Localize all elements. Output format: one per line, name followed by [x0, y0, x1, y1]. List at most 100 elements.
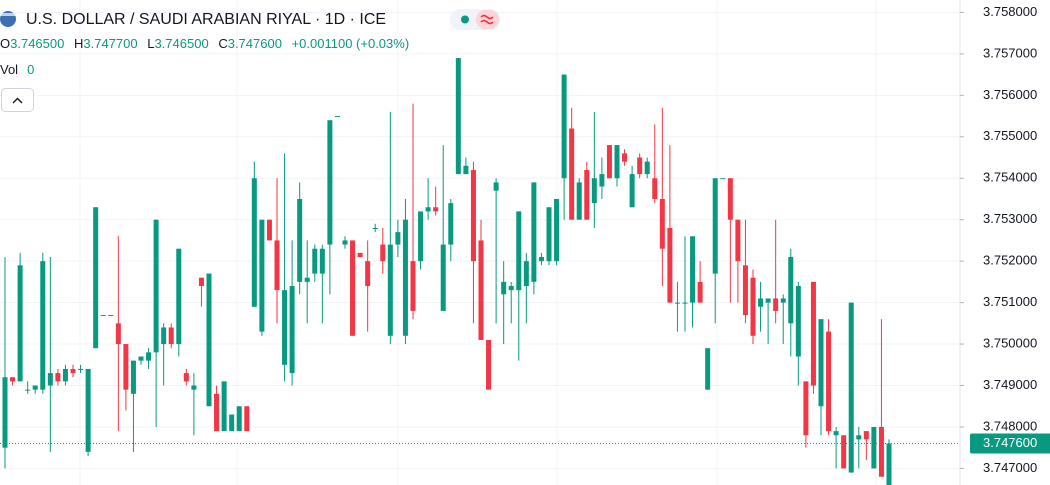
candle-body: [153, 219, 159, 353]
candle-body: [138, 356, 144, 361]
volume-label: Vol: [0, 62, 18, 77]
price-axis: 3.747000 3.748000 3.749000 3.750000 3.751000…: [960, 4, 1050, 475]
candle-body: [93, 207, 99, 349]
candle-body: [425, 207, 431, 212]
candle-body: [380, 244, 386, 262]
candle-body: [32, 385, 38, 390]
candle-body: [40, 261, 46, 390]
candle-body: [841, 435, 847, 469]
candle-body: [878, 426, 884, 477]
candle-body: [146, 352, 152, 361]
candle-body: [168, 327, 174, 345]
candle-body: [25, 389, 31, 391]
delay-badge[interactable]: [476, 10, 499, 29]
y-tick-label: 3.756000: [983, 87, 1037, 102]
candle-body: [554, 198, 560, 262]
candle-body: [206, 273, 212, 407]
candle-body: [848, 302, 854, 473]
candle-body: [758, 298, 764, 307]
candle-body: [765, 298, 771, 303]
candle-body: [418, 211, 424, 262]
candle-body: [803, 381, 809, 436]
candle-body: [591, 178, 597, 204]
candle-body: [810, 281, 816, 386]
candle-body: [569, 128, 575, 220]
flag-stripe: [0, 13, 16, 16]
candle-body: [85, 368, 91, 452]
candle-body: [863, 431, 869, 440]
candle-body: [606, 145, 612, 179]
candle-body: [78, 368, 84, 370]
candle-body: [115, 323, 121, 345]
candle-body: [2, 377, 8, 448]
candle-body: [501, 281, 507, 295]
candle-body: [455, 58, 461, 175]
candle-body: [659, 198, 665, 249]
candle-body: [599, 174, 605, 187]
candle-body: [342, 240, 348, 245]
high-value: 3.747700: [83, 36, 137, 51]
candle-body: [629, 174, 635, 208]
close-value: 3.747600: [228, 36, 282, 51]
collapse-button[interactable]: [1, 88, 34, 112]
candle-body: [229, 414, 235, 432]
candle-body: [576, 182, 582, 220]
y-tick-label: 3.755000: [983, 128, 1037, 143]
candle-body: [463, 165, 469, 175]
candle-body: [198, 277, 204, 287]
candle-body: [690, 236, 696, 303]
candle-body: [214, 393, 220, 432]
candle-body: [297, 198, 303, 282]
candle-body: [705, 348, 711, 390]
open-label: O: [0, 36, 10, 51]
candle-body: [727, 178, 733, 220]
candle-body: [350, 240, 356, 336]
candle-body: [191, 385, 197, 390]
volume-row: Vol 0: [0, 62, 34, 77]
candle-body: [773, 298, 779, 311]
status-dot: [461, 15, 469, 24]
candle-body: [735, 219, 741, 262]
candle-body: [47, 373, 53, 386]
candle-body: [236, 406, 242, 432]
candle-body: [221, 381, 227, 432]
y-tick-label: 3.752000: [983, 253, 1037, 268]
candle-body: [259, 219, 265, 332]
candle-body: [327, 120, 333, 245]
candle-body: [17, 265, 23, 382]
candle-body: [622, 153, 628, 162]
candle-body: [251, 178, 257, 307]
candle-body: [833, 431, 839, 436]
candle-body: [742, 265, 748, 316]
collapse-icon: [12, 97, 23, 104]
candle-body: [750, 277, 756, 336]
candle-body: [10, 377, 16, 382]
candle-body: [372, 227, 378, 229]
candle-body: [55, 373, 61, 382]
y-tick-label: 3.750000: [983, 335, 1037, 350]
candle-body: [795, 286, 801, 357]
candle-body: [266, 219, 272, 241]
candle-body: [387, 244, 393, 336]
last-price-label: 3.747600: [983, 435, 1037, 450]
candle-body: [508, 286, 514, 291]
y-tick-label: 3.749000: [983, 377, 1037, 392]
candle-body: [70, 368, 76, 374]
candle-body: [176, 248, 182, 345]
candle-body: [674, 302, 680, 304]
candle-body: [334, 116, 340, 118]
high-label: H: [74, 36, 83, 51]
ohlc-row: O3.746500 H3.747700 L3.746500 C3.747600 …: [0, 36, 409, 51]
candle-body: [818, 319, 824, 407]
candle-body: [282, 290, 288, 365]
candle-body: [531, 182, 537, 282]
close-label: C: [218, 36, 227, 51]
candle-body: [433, 207, 439, 212]
candle-body: [538, 257, 544, 262]
candle-body: [402, 219, 408, 336]
candle-body: [448, 203, 454, 245]
candle-body: [614, 145, 620, 179]
y-tick-label: 3.747000: [983, 460, 1037, 475]
plot-area: [0, 58, 960, 485]
